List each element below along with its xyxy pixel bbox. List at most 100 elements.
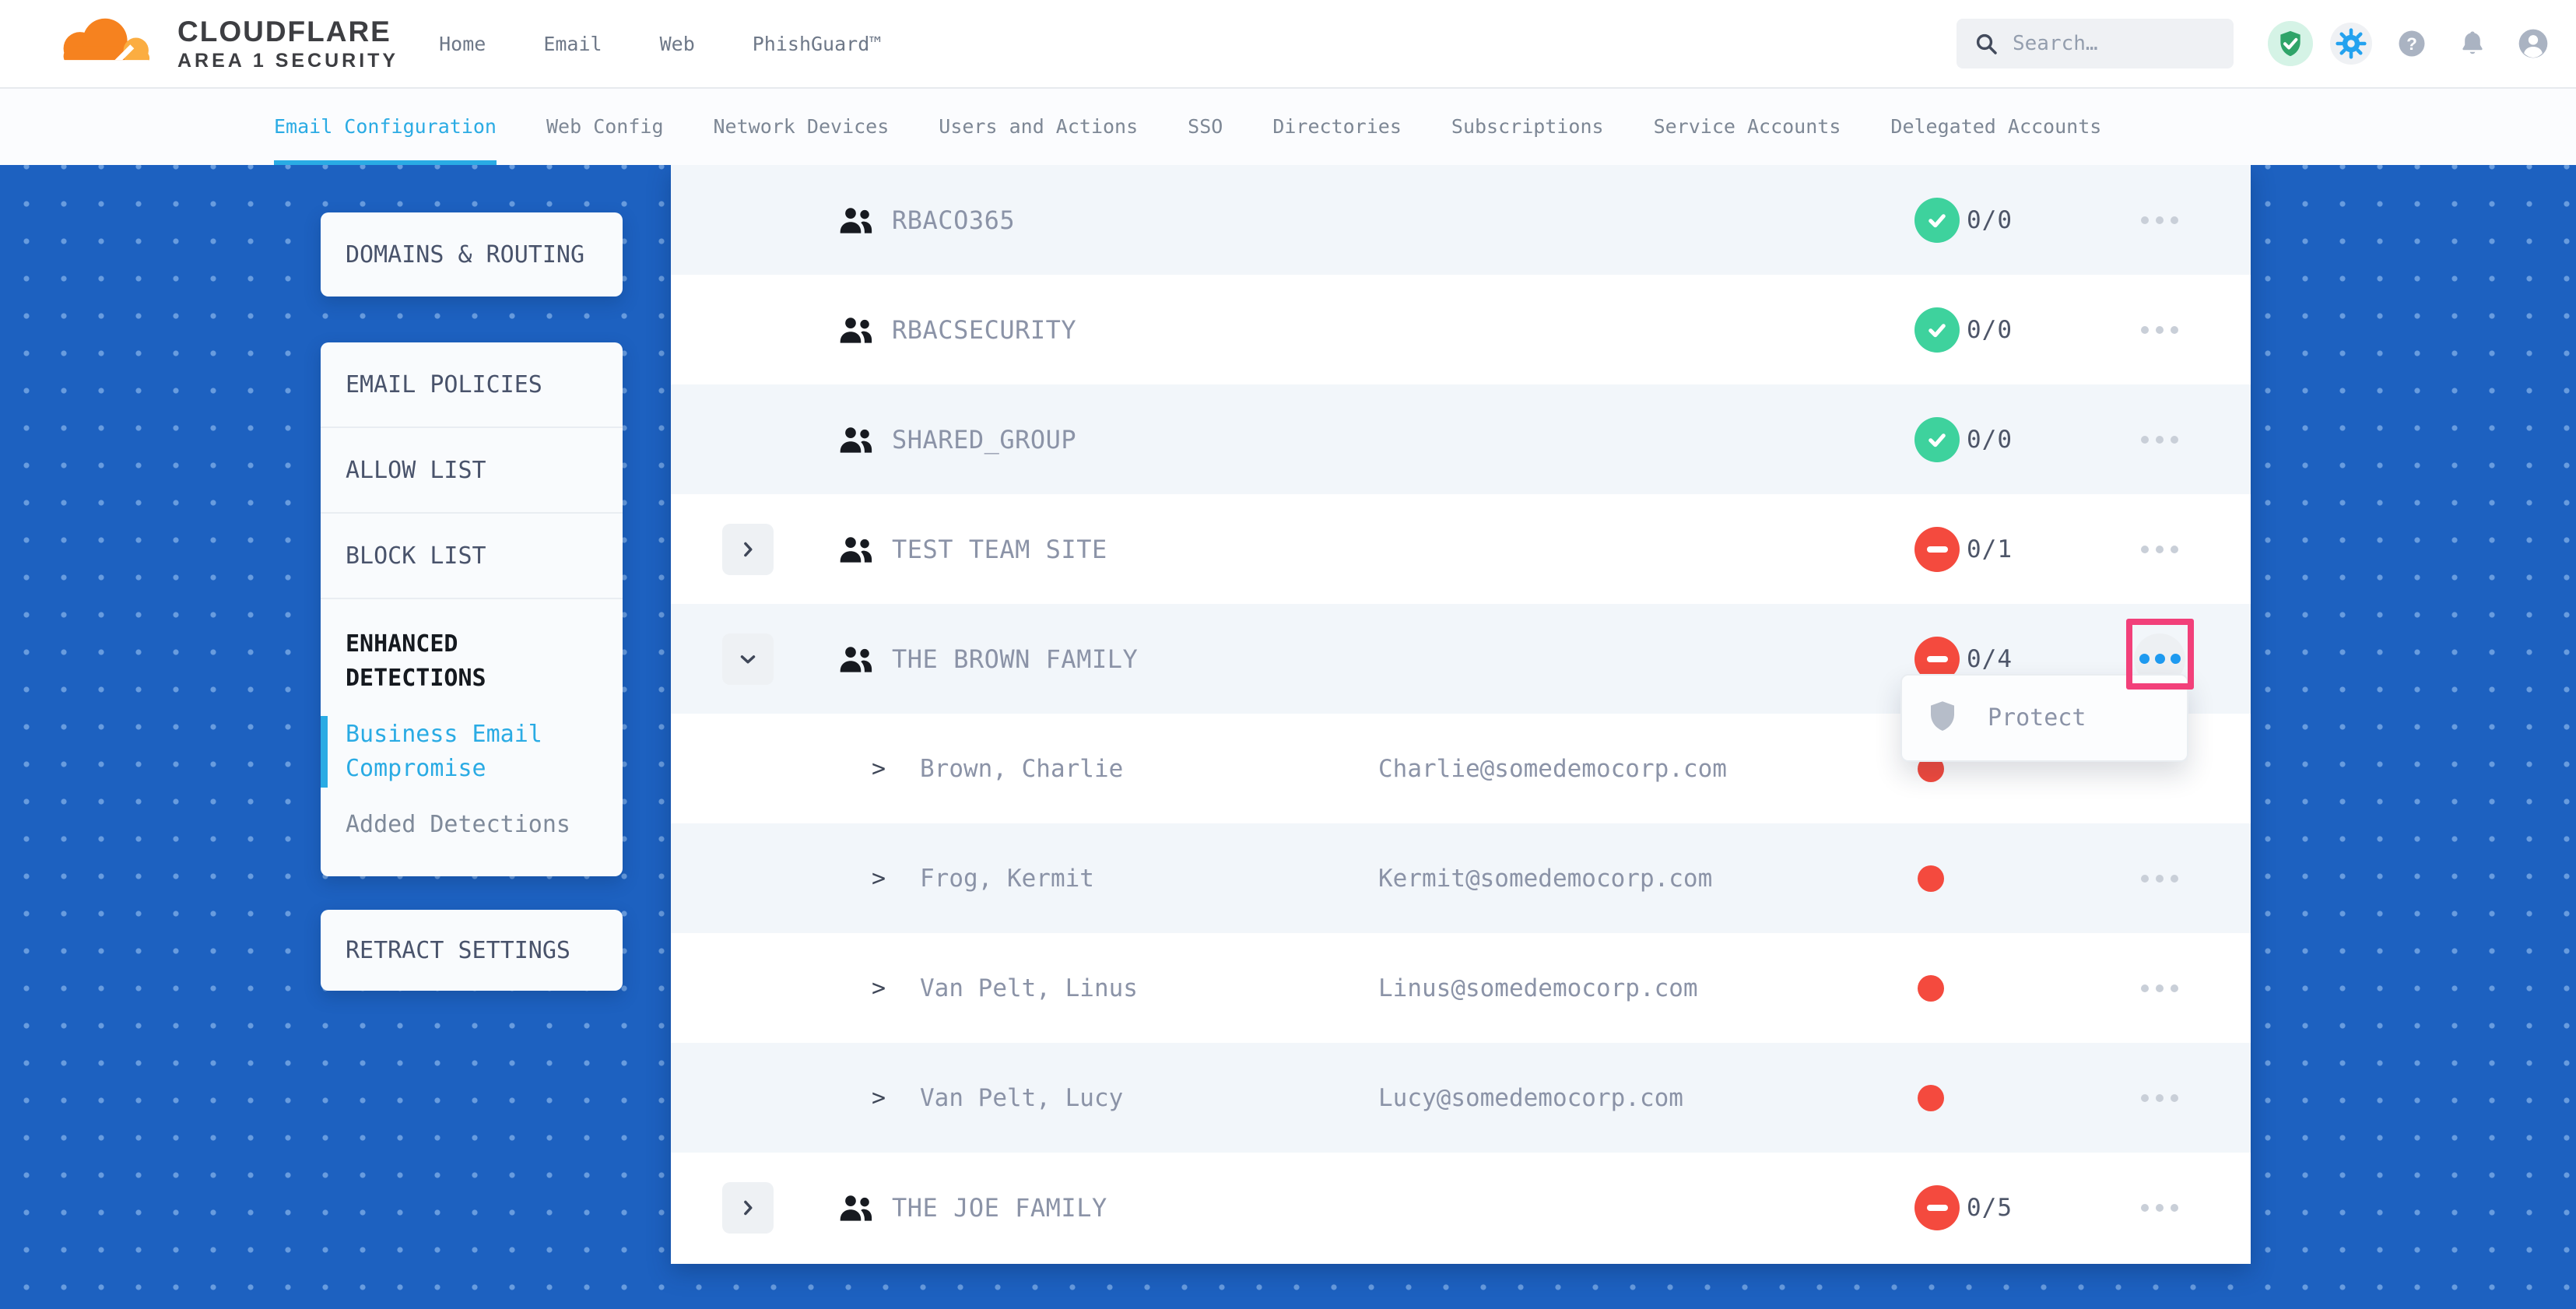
member-expand-arrow[interactable]: > [872,1084,886,1111]
main-content: DOMAINS & ROUTING EMAIL POLICIES ALLOW LI… [0,165,2576,1309]
member-email: Kermit@somedemocorp.com [1378,864,1713,893]
group-row: THE JOE FAMILY 0/5 [671,1153,2251,1262]
group-icon [837,315,875,345]
protection-count: 0/0 [1967,425,2013,454]
cloudflare-logo[interactable]: CLOUDFLARE AREA 1 SECURITY [47,12,398,75]
row-actions-menu[interactable] [2134,524,2185,575]
top-nav-phishguard[interactable]: PhishGuard™ [752,32,882,55]
sidebar-item-email-policies[interactable]: EMAIL POLICIES [321,342,623,428]
row-actions-menu[interactable] [2134,304,2185,356]
group-table: RBACO365 0/0 RBACSECURITY 0/0 SHARED_GROUP 0/… [671,165,2251,1262]
group-name: SHARED_GROUP [892,424,1077,454]
row-actions-menu[interactable] [2134,853,2185,904]
header-right-cluster: ? [1957,13,2564,74]
shield-icon [1928,700,1957,736]
expand-chevron-right-icon[interactable] [722,1181,774,1234]
group-icon [837,425,875,454]
protection-count: 0/0 [1967,315,2013,344]
member-name: Frog, Kermit [920,864,1094,893]
status-blocked-dot [1918,974,1944,1002]
group-name: TEST TEAM SITE [892,534,1107,564]
top-nav-web[interactable]: Web [659,32,695,55]
sidebar-item-retract-settings[interactable]: RETRACT SETTINGS [321,910,623,991]
status-ok-icon [1914,416,1960,462]
tab-users-and-actions[interactable]: Users and Actions [939,87,1138,165]
group-row: SHARED_GROUP 0/0 [671,384,2251,494]
svg-text:?: ? [2406,34,2417,54]
status-ok-icon [1914,307,1960,353]
directory-panel: RBACO365 0/0 RBACSECURITY 0/0 SHARED_GROUP 0/… [671,165,2251,1264]
group-icon [837,1193,875,1223]
tab-delegated-accounts[interactable]: Delegated Accounts [1890,87,2101,165]
sidebar-item-added-detections[interactable]: Added Detections [346,811,570,838]
sidebar-item-enhanced-detections[interactable]: ENHANCED DETECTIONS [346,630,486,692]
group-name: THE BROWN FAMILY [892,644,1139,674]
member-name: Van Pelt, Linus [920,974,1138,1002]
group-name: RBACO365 [892,205,1016,235]
member-email: Lucy@somedemocorp.com [1378,1083,1683,1112]
help-icon[interactable]: ? [2381,13,2442,74]
group-row: RBACSECURITY 0/0 [671,275,2251,384]
row-actions-menu[interactable] [2134,963,2185,1014]
menu-item-label: Protect [1988,704,2086,732]
member-row: > Frog, Kermit Kermit@somedemocorp.com [671,823,2251,933]
tab-email-configuration[interactable]: Email Configuration [274,87,497,165]
row-actions-menu[interactable] [2134,1072,2185,1124]
member-row: > Van Pelt, Lucy Lucy@somedemocorp.com [671,1043,2251,1153]
search-input[interactable] [2011,31,2216,56]
top-nav-email[interactable]: Email [543,32,602,55]
notifications-bell-icon[interactable] [2442,13,2503,74]
expand-chevron-right-icon[interactable] [722,523,774,575]
tab-subscriptions[interactable]: Subscriptions [1451,87,1604,165]
search-icon [1976,33,1997,54]
search-box[interactable] [1957,19,2234,68]
status-blocked-dot [1918,1084,1944,1111]
member-name: Van Pelt, Lucy [920,1083,1124,1112]
brand-name: CLOUDFLARE [177,15,391,47]
protection-count: 0/1 [1967,535,2013,563]
enhanced-children: Business Email Compromise Added Detection… [321,716,598,842]
click-annotation-box [2126,619,2194,690]
group-icon [837,205,875,235]
tab-directories[interactable]: Directories [1272,87,1402,165]
protection-count: 0/0 [1967,205,2013,234]
group-row: TEST TEAM SITE 0/1 [671,494,2251,604]
tab-network-devices[interactable]: Network Devices [714,87,890,165]
sidebar-item-domains-routing[interactable]: DOMAINS & ROUTING [321,212,623,297]
member-email: Charlie@somedemocorp.com [1378,754,1727,783]
status-blocked-dot [1918,865,1944,892]
brand-product: AREA 1 SECURITY [177,49,399,72]
shield-check-icon[interactable] [2260,13,2321,74]
row-actions-menu[interactable] [2134,195,2185,246]
cloudflare-cloud-icon [58,18,152,67]
collapse-chevron-down-icon[interactable] [722,633,774,685]
tab-sso[interactable]: SSO [1188,87,1223,165]
group-icon [837,644,875,674]
sidebar-item-business-email-compromise[interactable]: Business Email Compromise [321,716,598,788]
tab-web-config[interactable]: Web Config [546,87,664,165]
member-row: > Van Pelt, Linus Linus@somedemocorp.com [671,933,2251,1043]
logo-text: CLOUDFLARE AREA 1 SECURITY [177,17,398,71]
member-row: > Brown, Charlie Charlie@somedemocorp.com [671,714,2251,823]
menu-item-protect[interactable]: Protect [1928,700,2086,736]
sidebar-item-allow-list[interactable]: ALLOW LIST [321,428,623,514]
sidebar-item-block-list[interactable]: BLOCK LIST [321,514,623,599]
top-nav-home[interactable]: Home [439,32,486,55]
status-ok-icon [1914,197,1960,243]
tab-service-accounts[interactable]: Service Accounts [1654,87,1841,165]
status-blocked-icon [1914,526,1960,572]
member-expand-arrow[interactable]: > [872,755,886,782]
settings-gear-icon[interactable] [2321,13,2381,74]
header-icons: ? [2260,13,2564,74]
row-actions-menu[interactable] [2134,1182,2185,1234]
member-expand-arrow[interactable]: > [872,865,886,892]
top-nav: Home Email Web PhishGuard™ [439,33,881,55]
sidebar-item-label: RETRACT SETTINGS [346,936,570,964]
account-icon[interactable] [2503,13,2564,74]
group-name: THE JOE FAMILY [892,1192,1107,1223]
member-expand-arrow[interactable]: > [872,974,886,1002]
row-actions-menu[interactable] [2134,414,2185,465]
policies-list: EMAIL POLICIES ALLOW LIST BLOCK LIST [321,342,623,599]
group-icon [837,535,875,564]
